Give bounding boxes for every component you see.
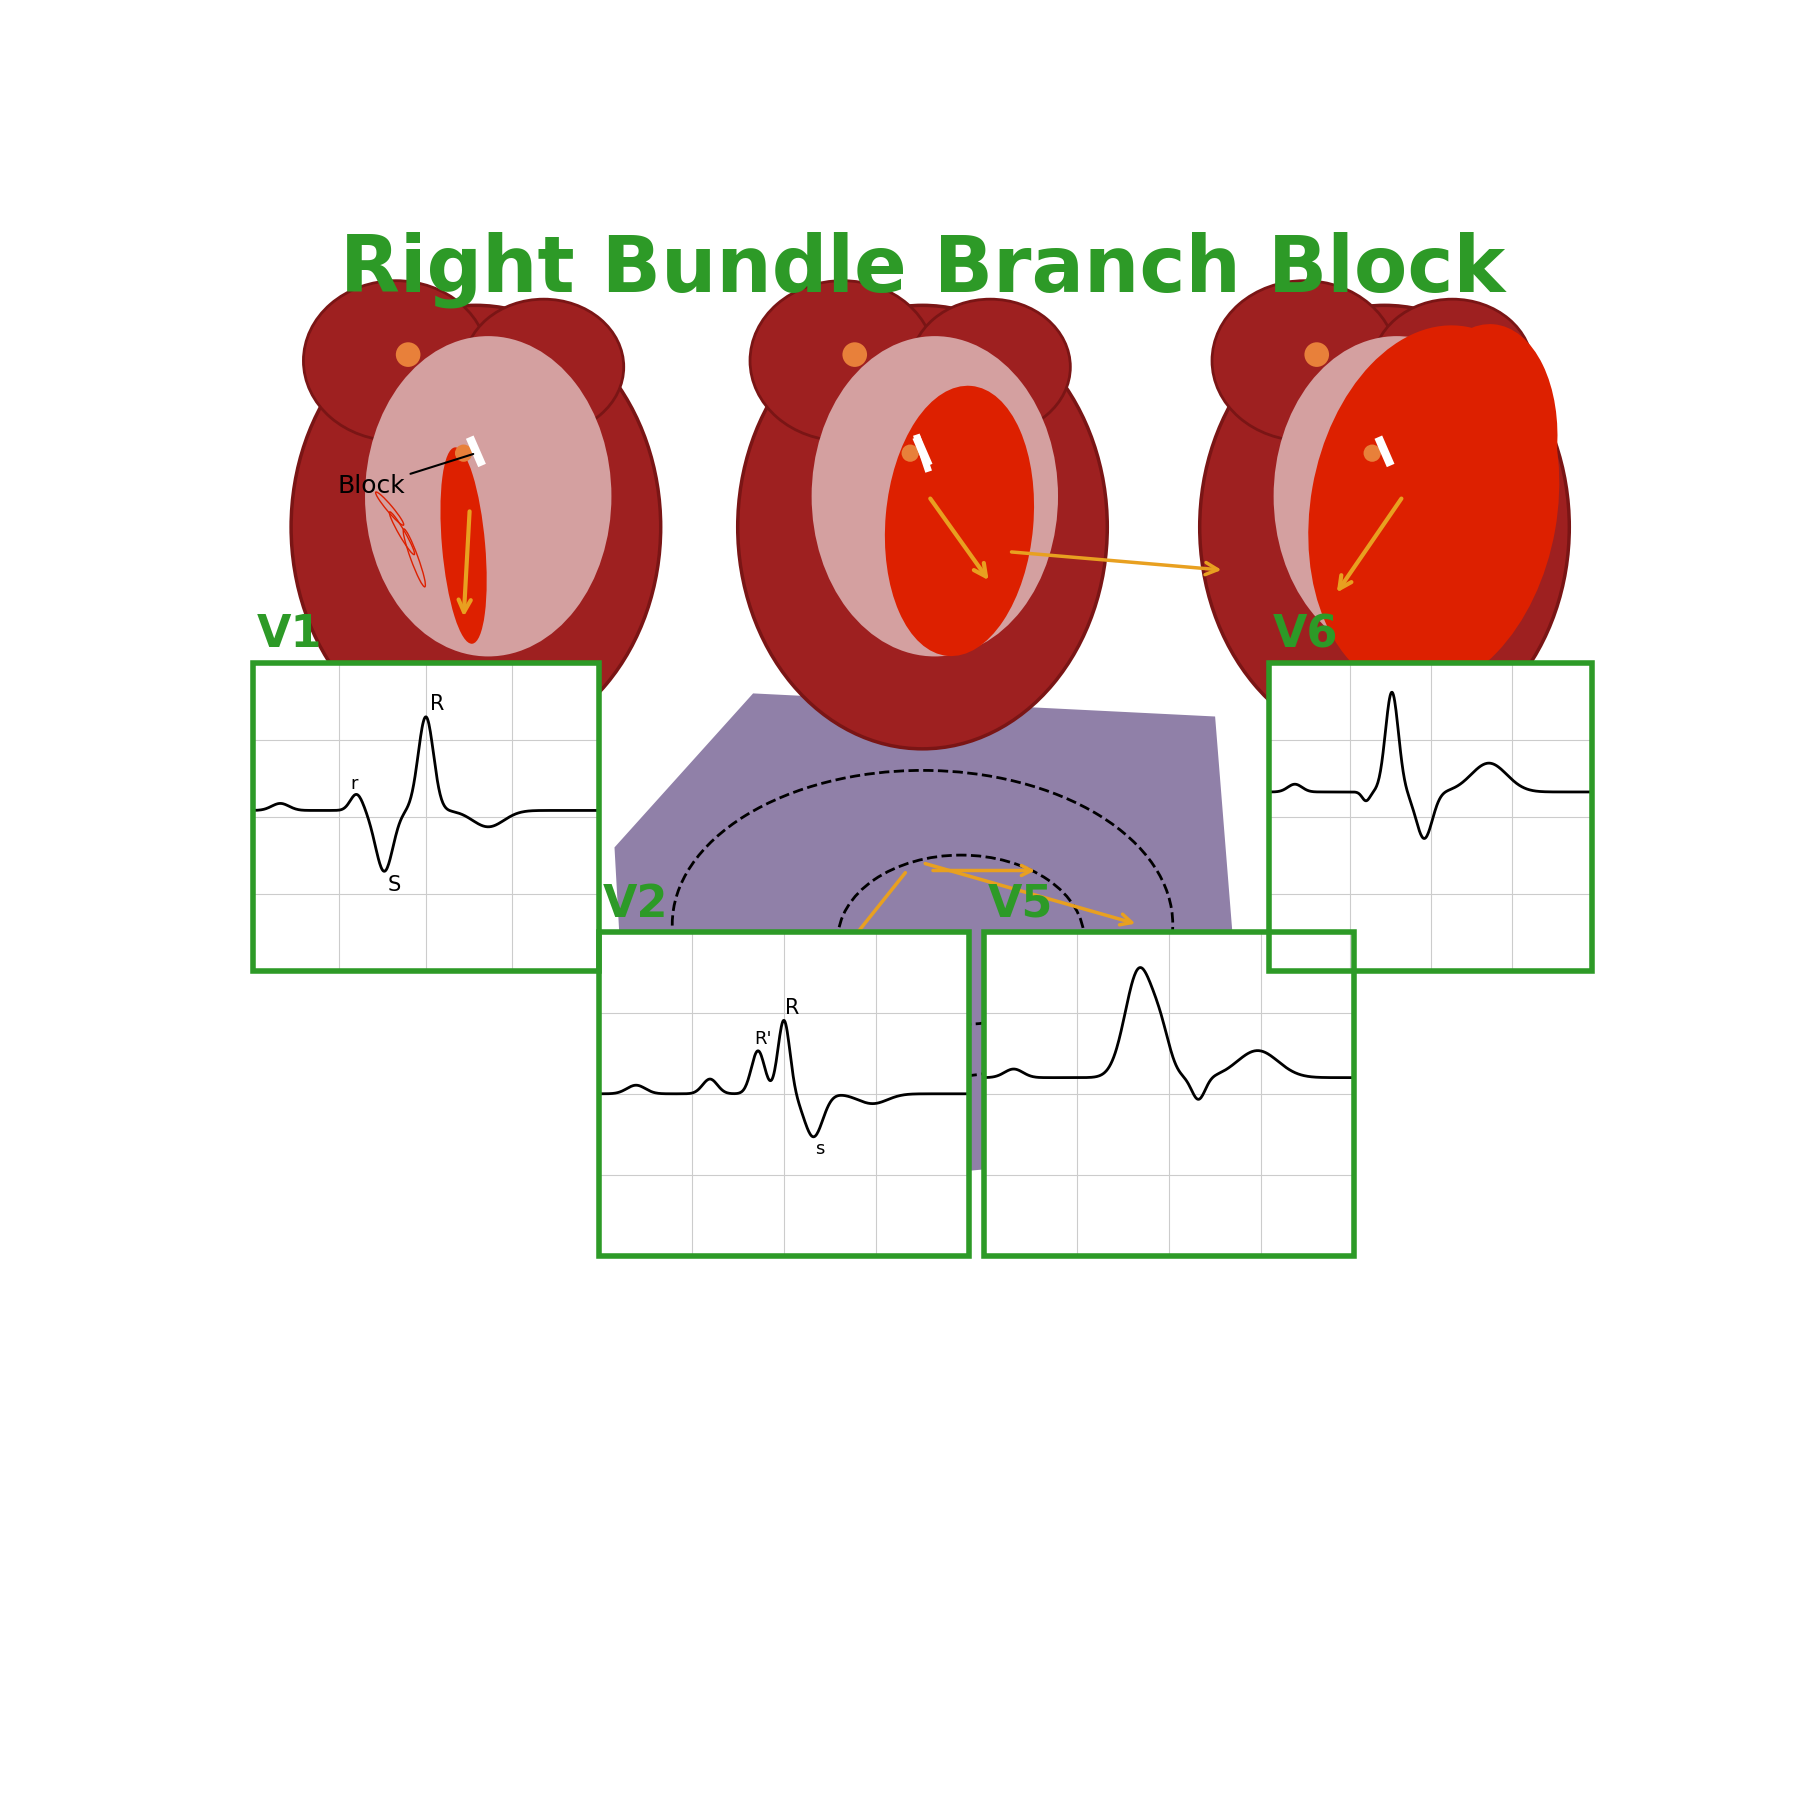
Circle shape <box>396 342 421 367</box>
Bar <box>893 1159 922 1188</box>
Text: V6: V6 <box>1258 985 1282 1003</box>
Text: Block: Block <box>337 454 473 499</box>
Text: s: s <box>815 1141 824 1159</box>
Ellipse shape <box>812 337 1058 657</box>
Ellipse shape <box>1409 324 1557 571</box>
Text: V1: V1 <box>664 1159 688 1177</box>
Ellipse shape <box>751 281 934 441</box>
Text: V2: V2 <box>772 1190 796 1208</box>
Text: V4: V4 <box>1010 1183 1035 1201</box>
Ellipse shape <box>886 385 1033 655</box>
Bar <box>599 932 968 1256</box>
Circle shape <box>842 342 868 367</box>
Circle shape <box>1364 445 1381 463</box>
Bar <box>1269 662 1593 970</box>
Text: V1: V1 <box>256 614 322 657</box>
Bar <box>252 662 599 970</box>
Text: S: S <box>389 875 401 895</box>
Text: Right Bundle Branch Block: Right Bundle Branch Block <box>340 232 1505 308</box>
Circle shape <box>902 445 918 463</box>
Text: V3: V3 <box>895 1197 920 1215</box>
Ellipse shape <box>292 306 661 749</box>
Bar <box>1217 983 1244 1010</box>
Bar <box>1163 1067 1190 1096</box>
Bar <box>252 662 599 970</box>
Ellipse shape <box>1309 326 1559 691</box>
Text: V6: V6 <box>1273 614 1339 657</box>
Ellipse shape <box>738 306 1107 749</box>
Text: R: R <box>430 695 445 715</box>
Circle shape <box>455 445 472 463</box>
Text: r: r <box>351 774 358 792</box>
Ellipse shape <box>464 299 625 434</box>
Text: R: R <box>785 997 799 1017</box>
Ellipse shape <box>365 337 612 657</box>
Ellipse shape <box>1211 281 1397 441</box>
Ellipse shape <box>304 281 488 441</box>
Polygon shape <box>614 693 1246 1179</box>
Text: R': R' <box>754 1030 772 1048</box>
Circle shape <box>1305 342 1328 367</box>
Text: V5: V5 <box>1204 1069 1228 1087</box>
Bar <box>985 932 1354 1256</box>
Bar <box>1008 1145 1037 1172</box>
Bar <box>599 932 968 1256</box>
Ellipse shape <box>1199 306 1570 749</box>
Bar <box>1269 662 1593 970</box>
Text: V2: V2 <box>603 884 668 925</box>
Ellipse shape <box>441 448 486 644</box>
Ellipse shape <box>1372 299 1532 434</box>
Bar <box>985 932 1354 1256</box>
Bar <box>662 1121 689 1148</box>
Ellipse shape <box>1274 337 1519 657</box>
Ellipse shape <box>911 299 1071 434</box>
Bar <box>770 1152 797 1181</box>
Text: V5: V5 <box>988 884 1053 925</box>
